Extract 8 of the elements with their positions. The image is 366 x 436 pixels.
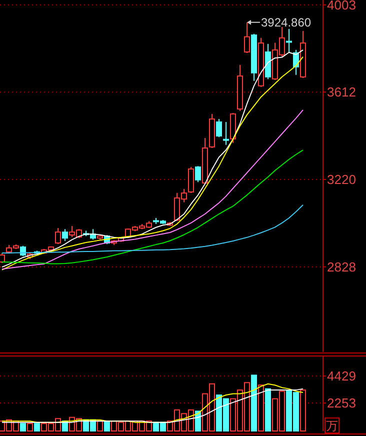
- y-tick-label: 2253: [327, 396, 356, 411]
- y-tick-label: 2828: [327, 259, 356, 274]
- y-tick-label: 3612: [327, 84, 356, 100]
- y-tick-label: 4003: [327, 0, 356, 12]
- annotation: 3924.860: [261, 16, 312, 30]
- y-tick-label: 3220: [327, 172, 356, 188]
- y-axis-title: 万: [326, 419, 338, 434]
- y-tick-label: 4429: [327, 368, 356, 384]
